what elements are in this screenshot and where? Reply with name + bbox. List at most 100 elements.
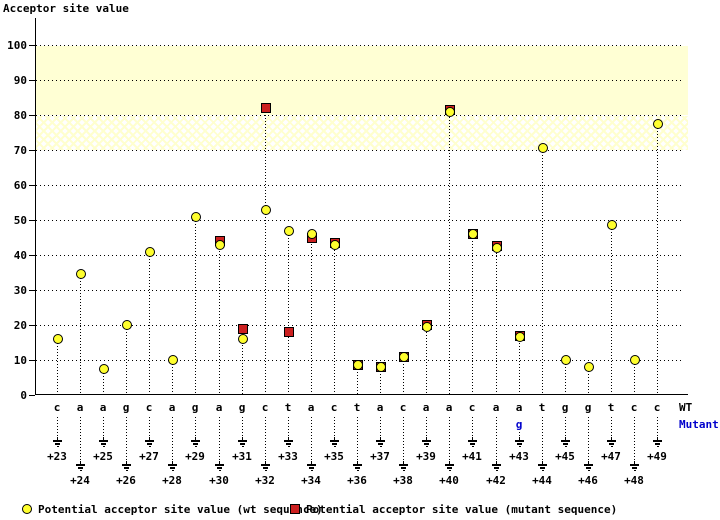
x-position-label-+33: +33 [278,450,298,463]
stem-+42 [496,250,497,394]
gridline-40 [36,255,684,256]
y-tick-70 [29,150,35,151]
wt-base-+24: a [76,401,84,414]
stem-+48 [634,364,635,394]
x-position-label-+48: +48 [624,474,644,487]
x-position-label-+26: +26 [116,474,136,487]
ground-icon-+42 [492,461,501,471]
x-stem-+31 [242,417,243,437]
y-tick-60 [29,185,35,186]
stem-+39 [426,329,427,394]
wt-point-+30 [215,240,225,250]
ground-icon-+27 [145,437,154,447]
x-stem-+39 [426,417,427,437]
x-position-label-+30: +30 [209,474,229,487]
stem-+36 [357,369,358,394]
wt-point-+29 [191,212,201,222]
x-position-label-+36: +36 [347,474,367,487]
x-position-label-+44: +44 [532,474,552,487]
legend-wt-label: Potential acceptor site value (wt sequen… [38,503,323,516]
x-position-label-+28: +28 [162,474,182,487]
x-position-label-+38: +38 [393,474,413,487]
wt-base-+29: g [191,401,199,414]
wt-base-+45: g [561,401,569,414]
ground-icon-+49 [653,437,662,447]
ground-icon-+47 [607,437,616,447]
x-position-label-+25: +25 [93,450,113,463]
wt-point-+24 [76,269,86,279]
x-stem-+46 [588,417,589,461]
x-stem-+42 [496,417,497,461]
legend-item-mutant: Potential acceptor site value (mutant se… [290,502,650,516]
x-stem-+32 [265,417,266,461]
x-stem-+45 [565,417,566,437]
ground-icon-+26 [122,461,131,471]
ground-icon-+29 [191,437,200,447]
y-tick-label-40: 40 [13,249,27,262]
wt-point-+31 [238,334,248,344]
wt-base-+42: a [492,401,500,414]
y-tick-40 [29,255,35,256]
x-stem-+48 [634,417,635,461]
wt-base-+31: g [238,401,246,414]
wt-base-+43: a [515,401,523,414]
stem-+26 [126,329,127,394]
gridline-70 [36,150,684,151]
x-position-label-+49: +49 [647,450,667,463]
x-position-label-+24: +24 [70,474,90,487]
stem-+37 [380,371,381,394]
wt-point-+39 [422,322,432,332]
x-position-label-+35: +35 [324,450,344,463]
ground-icon-+23 [53,437,62,447]
stem-+46 [588,371,589,394]
stem-+23 [57,343,58,394]
y-tick-90 [29,80,35,81]
wt-base-+23: c [53,401,61,414]
wt-point-+46 [584,362,594,372]
x-stem-+28 [172,417,173,461]
stem-+34 [311,238,312,394]
wt-point-+42 [492,243,502,253]
wt-base-+26: g [122,401,130,414]
wt-point-+36 [353,360,363,370]
gridline-20 [36,325,684,326]
wt-base-+39: a [422,401,430,414]
wt-point-+25 [99,364,109,374]
x-position-label-+40: +40 [439,474,459,487]
y-tick-label-10: 10 [13,354,27,367]
stem-+27 [149,256,150,394]
stem-+44 [542,152,543,394]
wt-base-+34: a [307,401,315,414]
wt-point-+43 [515,332,525,342]
x-stem-+34 [311,417,312,461]
ground-icon-+44 [538,461,547,471]
x-position-label-+42: +42 [486,474,506,487]
y-tick-label-20: 20 [13,319,27,332]
stem-+32 [265,112,266,394]
x-position-label-+32: +32 [255,474,275,487]
gridline-60 [36,185,684,186]
x-position-label-+45: +45 [555,450,575,463]
x-stem-+43 [519,432,520,437]
gridline-50 [36,220,684,221]
wt-point-+45 [561,355,571,365]
stem-+28 [172,364,173,394]
y-tick-label-90: 90 [13,74,27,87]
x-position-label-+29: +29 [185,450,205,463]
x-stem-+27 [149,417,150,437]
stem-+31 [242,333,243,394]
wt-point-+26 [122,320,132,330]
wt-base-+49: c [653,401,661,414]
x-position-label-+41: +41 [462,450,482,463]
x-position-label-+39: +39 [416,450,436,463]
wt-point-+28 [168,355,178,365]
x-position-label-+37: +37 [370,450,390,463]
wt-base-+25: a [99,401,107,414]
mutant-point-+33 [284,327,294,337]
x-stem-+41 [472,417,473,437]
wt-point-+49 [653,119,663,129]
legend-item-wt: Potential acceptor site value (wt sequen… [22,502,352,516]
wt-base-+36: t [353,401,361,414]
wt-base-+41: c [468,401,476,414]
